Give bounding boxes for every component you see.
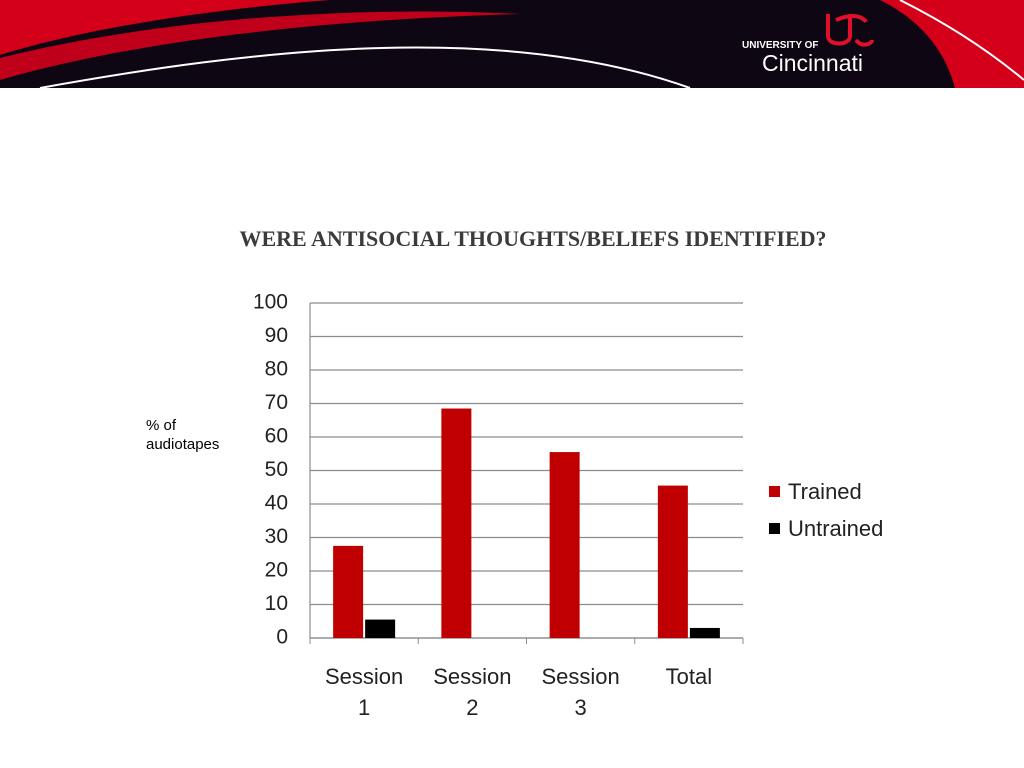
logo-large: Cincinnati bbox=[762, 50, 863, 76]
legend-label: Untrained bbox=[788, 516, 883, 541]
y-axis-label: % of audiotapes bbox=[146, 417, 220, 453]
y-tick-label: 20 bbox=[265, 559, 288, 582]
swoosh-line bbox=[899, 0, 1024, 81]
swoosh bbox=[0, 0, 330, 55]
bar bbox=[689, 627, 720, 638]
y-tick-label: 50 bbox=[265, 458, 288, 481]
bar bbox=[441, 408, 472, 638]
bar bbox=[549, 452, 580, 638]
swoosh bbox=[880, 0, 1024, 88]
swoosh bbox=[0, 11, 520, 80]
uc-emblem bbox=[826, 14, 874, 47]
y-tick-label: 90 bbox=[265, 324, 288, 347]
swoosh-line bbox=[39, 46, 691, 89]
bar bbox=[365, 619, 396, 638]
x-tick-label: Session 2 bbox=[433, 664, 512, 720]
x-tick-label: Total bbox=[665, 664, 713, 689]
header-banner: UNIVERSITY OF Cincinnati bbox=[0, 0, 1024, 89]
y-tick-label: 40 bbox=[265, 492, 288, 515]
y-tick-label: 0 bbox=[276, 626, 288, 649]
y-tick-label: 60 bbox=[265, 425, 288, 448]
bar bbox=[333, 545, 364, 638]
y-tick-label: 30 bbox=[265, 525, 288, 548]
chart-title: WERE ANTISOCIAL THOUGHTS/BELIEFS IDENTIF… bbox=[239, 226, 826, 251]
x-tick-label: Session 3 bbox=[541, 664, 620, 720]
bar bbox=[657, 485, 688, 638]
x-tick-label: Session 1 bbox=[324, 664, 404, 720]
legend-swatch bbox=[769, 486, 780, 497]
y-tick-label: 70 bbox=[265, 391, 288, 414]
y-tick-label: 80 bbox=[265, 358, 288, 381]
legend-label: Trained bbox=[788, 479, 862, 504]
y-tick-label: 10 bbox=[265, 592, 288, 615]
logo-small: UNIVERSITY OF bbox=[742, 40, 819, 51]
y-tick-label: 100 bbox=[253, 291, 288, 314]
legend-swatch bbox=[769, 523, 780, 534]
